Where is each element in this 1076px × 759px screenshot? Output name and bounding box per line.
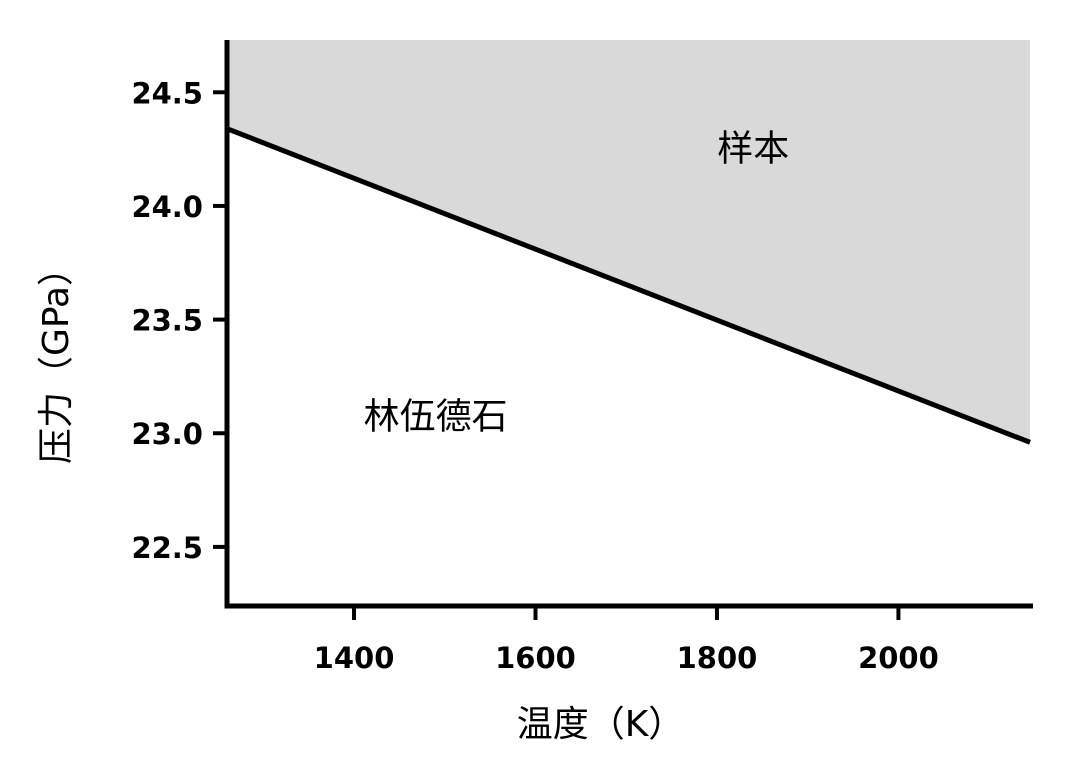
x-axis-title: 温度（K） [517, 704, 685, 745]
x-tick-label: 1600 [495, 641, 576, 675]
y-axis-title: 压力（GPa） [36, 250, 77, 464]
y-tick-label: 23.0 [131, 417, 203, 451]
x-tick-label: 1400 [314, 641, 395, 675]
y-tick-label: 23.5 [131, 304, 203, 338]
phase-boundary-line [226, 126, 1031, 445]
y-tick-label: 24.0 [131, 190, 203, 224]
x-axis-ticks: 1400 1600 1800 2000 [314, 606, 939, 675]
x-tick-label: 2000 [858, 641, 939, 675]
y-tick-label: 24.5 [131, 76, 203, 110]
y-tick-label: 22.5 [131, 531, 203, 565]
region-label: 林伍德石 [364, 397, 508, 438]
region-label: 样本 [717, 128, 789, 169]
sample-region-fill [227, 40, 1030, 443]
y-axis-ticks: 22.5 23.0 23.5 24.0 24.5 [131, 76, 227, 565]
x-tick-label: 1800 [677, 641, 758, 675]
